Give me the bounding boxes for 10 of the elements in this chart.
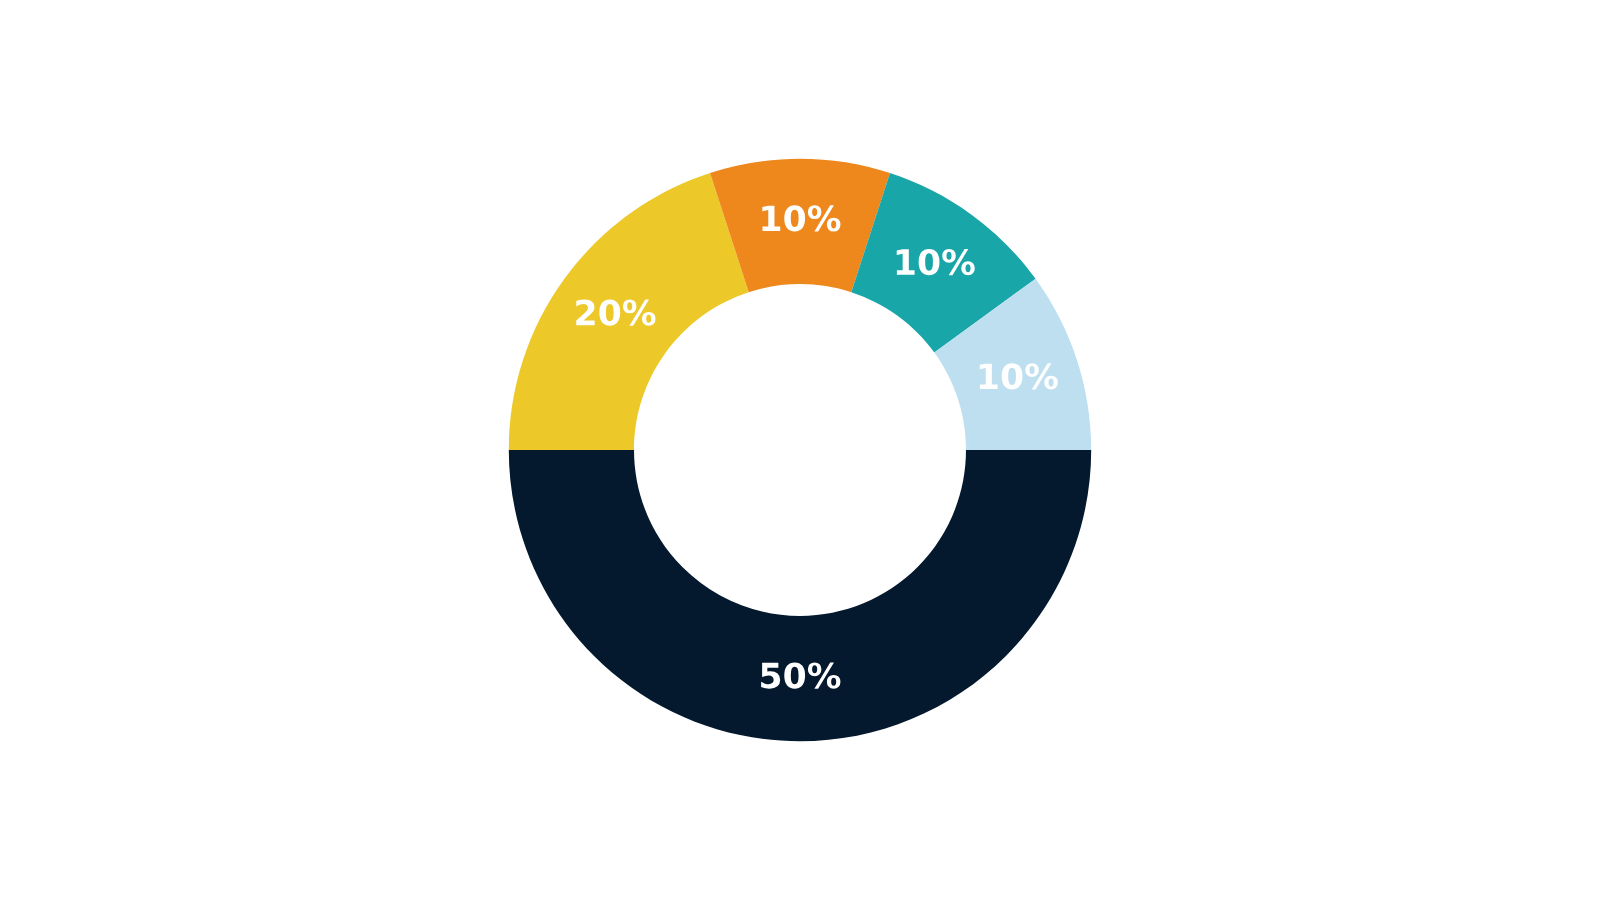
donut-slice [508, 173, 749, 450]
donut-slice [934, 278, 1092, 450]
donut-slice [851, 173, 1036, 353]
donut-slice [710, 158, 890, 293]
data-label: 50% [761, 662, 841, 689]
data-label: 10% [762, 205, 841, 232]
data-label: 20% [576, 299, 656, 326]
data-label: 10% [896, 248, 975, 276]
donut-slice [508, 450, 1092, 742]
data-label: 10% [979, 363, 1058, 390]
